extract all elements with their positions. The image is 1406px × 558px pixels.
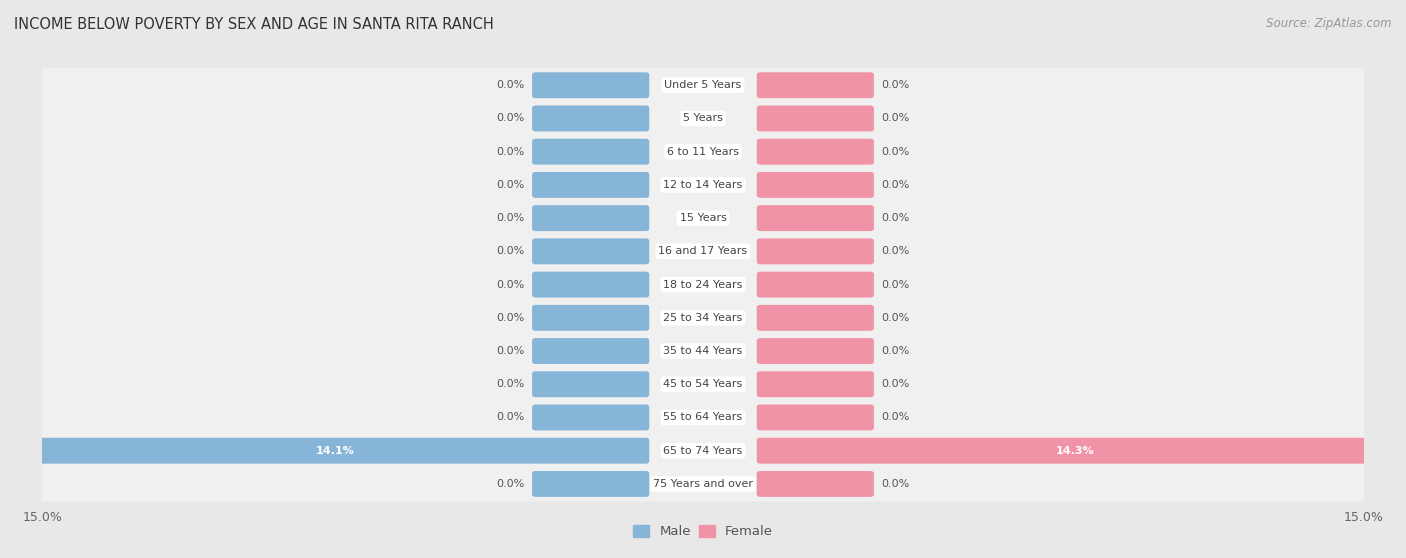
FancyBboxPatch shape	[756, 73, 875, 98]
Text: 14.1%: 14.1%	[316, 446, 354, 456]
Text: 15 Years: 15 Years	[679, 213, 727, 223]
Text: 0.0%: 0.0%	[496, 80, 524, 90]
Text: 18 to 24 Years: 18 to 24 Years	[664, 280, 742, 290]
FancyBboxPatch shape	[38, 234, 1368, 269]
Text: 12 to 14 Years: 12 to 14 Years	[664, 180, 742, 190]
Text: 0.0%: 0.0%	[882, 147, 910, 157]
FancyBboxPatch shape	[38, 267, 1368, 302]
FancyBboxPatch shape	[531, 405, 650, 430]
Text: 55 to 64 Years: 55 to 64 Years	[664, 412, 742, 422]
Text: 0.0%: 0.0%	[882, 80, 910, 90]
Text: 0.0%: 0.0%	[882, 113, 910, 123]
Text: 0.0%: 0.0%	[496, 379, 524, 389]
Text: 0.0%: 0.0%	[496, 346, 524, 356]
Legend: Male, Female: Male, Female	[627, 519, 779, 543]
Text: 6 to 11 Years: 6 to 11 Years	[666, 147, 740, 157]
Text: 0.0%: 0.0%	[882, 379, 910, 389]
FancyBboxPatch shape	[756, 405, 875, 430]
Text: 0.0%: 0.0%	[882, 213, 910, 223]
FancyBboxPatch shape	[531, 338, 650, 364]
FancyBboxPatch shape	[38, 334, 1368, 369]
Text: 0.0%: 0.0%	[496, 147, 524, 157]
FancyBboxPatch shape	[38, 68, 1368, 103]
Text: 0.0%: 0.0%	[882, 180, 910, 190]
FancyBboxPatch shape	[531, 272, 650, 297]
FancyBboxPatch shape	[38, 367, 1368, 402]
Text: 0.0%: 0.0%	[496, 412, 524, 422]
Text: 0.0%: 0.0%	[496, 280, 524, 290]
FancyBboxPatch shape	[38, 167, 1368, 203]
Text: 75 Years and over: 75 Years and over	[652, 479, 754, 489]
FancyBboxPatch shape	[756, 139, 875, 165]
FancyBboxPatch shape	[38, 433, 1368, 468]
FancyBboxPatch shape	[531, 305, 650, 331]
FancyBboxPatch shape	[756, 238, 875, 264]
FancyBboxPatch shape	[531, 205, 650, 231]
Text: 16 and 17 Years: 16 and 17 Years	[658, 246, 748, 256]
FancyBboxPatch shape	[531, 105, 650, 132]
FancyBboxPatch shape	[38, 200, 1368, 235]
FancyBboxPatch shape	[531, 139, 650, 165]
Text: 0.0%: 0.0%	[882, 346, 910, 356]
Text: Source: ZipAtlas.com: Source: ZipAtlas.com	[1267, 17, 1392, 30]
FancyBboxPatch shape	[756, 338, 875, 364]
FancyBboxPatch shape	[756, 205, 875, 231]
FancyBboxPatch shape	[38, 400, 1368, 435]
FancyBboxPatch shape	[38, 300, 1368, 335]
Text: 0.0%: 0.0%	[496, 313, 524, 323]
Text: 0.0%: 0.0%	[496, 213, 524, 223]
FancyBboxPatch shape	[531, 172, 650, 198]
FancyBboxPatch shape	[38, 466, 1368, 502]
Text: 0.0%: 0.0%	[882, 479, 910, 489]
FancyBboxPatch shape	[756, 437, 1393, 464]
FancyBboxPatch shape	[38, 134, 1368, 169]
FancyBboxPatch shape	[531, 371, 650, 397]
FancyBboxPatch shape	[756, 471, 875, 497]
Text: 0.0%: 0.0%	[496, 113, 524, 123]
Text: 5 Years: 5 Years	[683, 113, 723, 123]
Text: Under 5 Years: Under 5 Years	[665, 80, 741, 90]
Text: 0.0%: 0.0%	[882, 412, 910, 422]
Text: 35 to 44 Years: 35 to 44 Years	[664, 346, 742, 356]
Text: INCOME BELOW POVERTY BY SEX AND AGE IN SANTA RITA RANCH: INCOME BELOW POVERTY BY SEX AND AGE IN S…	[14, 17, 494, 32]
FancyBboxPatch shape	[531, 238, 650, 264]
FancyBboxPatch shape	[531, 471, 650, 497]
FancyBboxPatch shape	[21, 437, 650, 464]
Text: 14.3%: 14.3%	[1056, 446, 1095, 456]
Text: 0.0%: 0.0%	[496, 479, 524, 489]
FancyBboxPatch shape	[756, 105, 875, 132]
Text: 0.0%: 0.0%	[496, 246, 524, 256]
FancyBboxPatch shape	[38, 101, 1368, 136]
Text: 0.0%: 0.0%	[882, 280, 910, 290]
FancyBboxPatch shape	[756, 172, 875, 198]
Text: 0.0%: 0.0%	[496, 180, 524, 190]
FancyBboxPatch shape	[531, 73, 650, 98]
Text: 0.0%: 0.0%	[882, 313, 910, 323]
FancyBboxPatch shape	[756, 272, 875, 297]
FancyBboxPatch shape	[756, 371, 875, 397]
Text: 0.0%: 0.0%	[882, 246, 910, 256]
Text: 65 to 74 Years: 65 to 74 Years	[664, 446, 742, 456]
FancyBboxPatch shape	[756, 305, 875, 331]
Text: 45 to 54 Years: 45 to 54 Years	[664, 379, 742, 389]
Text: 25 to 34 Years: 25 to 34 Years	[664, 313, 742, 323]
